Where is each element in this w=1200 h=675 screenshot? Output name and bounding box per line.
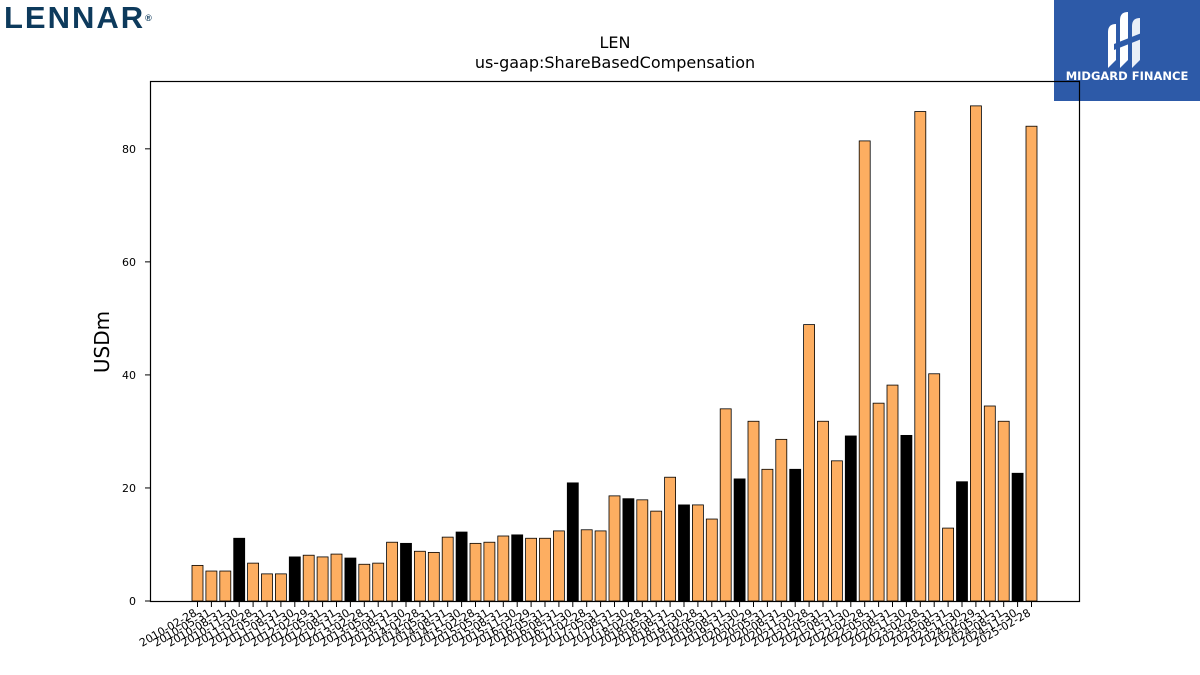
plot-frame <box>149 80 1081 603</box>
bar-2016-02-29 <box>525 537 537 602</box>
y-tick-label: 60 <box>122 256 136 269</box>
bar-2022-11-30 <box>900 434 913 602</box>
lennar-logo: LENNAR® <box>4 2 152 34</box>
bar-2017-11-30 <box>622 498 635 602</box>
bar-2018-02-28 <box>636 499 649 602</box>
y-tick-label: 0 <box>129 595 136 608</box>
y-tick-label: 80 <box>122 143 136 156</box>
bar-2012-02-29 <box>302 554 315 602</box>
bar-2018-08-31 <box>664 476 676 602</box>
bar-2014-02-28 <box>413 550 426 602</box>
bar-2023-11-30 <box>956 481 968 602</box>
bar-2013-05-31 <box>372 562 385 602</box>
bar-2024-11-30 <box>1011 472 1024 602</box>
bar-2016-05-31 <box>539 537 551 602</box>
bar-2015-02-28 <box>469 542 482 602</box>
bar-2019-11-30 <box>733 478 746 602</box>
bar-2012-05-31 <box>316 556 329 602</box>
bar-2013-08-31 <box>386 541 399 602</box>
bar-2010-05-31 <box>205 570 218 602</box>
y-axis-label: USDm <box>90 311 114 373</box>
bar-2019-02-28 <box>692 504 704 602</box>
bar-2010-11-30 <box>233 537 246 602</box>
y-tick-label: 20 <box>122 482 136 495</box>
bar-2025-02-28 <box>1025 125 1038 602</box>
bar-2016-08-31 <box>553 530 565 602</box>
bar-2021-02-28 <box>803 324 815 602</box>
bar-2015-08-31 <box>497 535 510 602</box>
chart-title: LEN <box>600 33 631 52</box>
bar-2020-05-31 <box>761 468 774 602</box>
bar-2012-11-30 <box>344 557 357 602</box>
y-axis: 0 20 40 60 80 <box>122 143 150 608</box>
registered-mark: ® <box>145 13 152 23</box>
bar-2014-08-31 <box>441 536 454 602</box>
bar-2014-05-31 <box>427 551 440 602</box>
bar-2024-08-31 <box>997 420 1010 602</box>
bar-2011-11-30 <box>288 556 301 602</box>
bar-2020-02-29 <box>747 420 760 602</box>
midgard-finance-logo: MIDGARD FINANCE <box>1054 0 1200 101</box>
x-axis: 2010-02-282010-05-312010-08-312010-11-30… <box>137 601 1033 650</box>
bar-2024-02-29 <box>970 105 982 602</box>
bar-2021-08-31 <box>831 460 843 602</box>
bar-2011-08-31 <box>274 573 287 602</box>
bar-2019-05-31 <box>705 518 718 602</box>
bar-2016-11-30 <box>566 482 579 602</box>
midgard-m-icon <box>1108 12 1144 68</box>
bar-2015-11-30 <box>511 534 524 602</box>
bar-2010-02-28 <box>191 564 204 602</box>
chart-subtitle: us-gaap:ShareBasedCompensation <box>475 53 755 72</box>
bar-2019-08-31 <box>719 408 732 602</box>
bar-2017-02-28 <box>580 529 593 602</box>
bar-2014-11-30 <box>455 531 468 602</box>
bar-2011-05-31 <box>261 573 273 602</box>
bar-2017-08-31 <box>608 495 621 602</box>
bar-2010-08-31 <box>219 570 232 602</box>
bar-2021-11-30 <box>844 435 857 602</box>
bar-2023-08-31 <box>942 527 954 602</box>
bar-2013-11-30 <box>400 542 412 602</box>
bar-2022-02-28 <box>858 140 871 602</box>
y-tick-label: 40 <box>122 369 136 382</box>
bar-2013-02-28 <box>358 563 371 602</box>
bar-2012-08-31 <box>330 553 343 602</box>
bar-2024-05-31 <box>983 405 996 602</box>
bar-2011-02-28 <box>247 562 260 602</box>
bar-2017-05-31 <box>594 530 607 602</box>
bar-series <box>191 105 1038 602</box>
bar-2023-05-31 <box>928 373 941 602</box>
midgard-finance-name: MIDGARD FINANCE <box>1065 69 1189 83</box>
bar-2020-08-31 <box>775 438 788 602</box>
bar-2018-11-30 <box>678 504 690 602</box>
bar-2022-08-31 <box>886 384 899 602</box>
bar-2018-05-31 <box>650 510 663 602</box>
bar-2022-05-31 <box>872 402 885 602</box>
bar-2021-05-31 <box>817 420 829 602</box>
bar-2015-05-31 <box>483 541 496 602</box>
lennar-logo-text: LENNAR <box>4 0 146 35</box>
bar-2023-02-28 <box>914 111 927 602</box>
bar-2020-11-30 <box>789 468 802 602</box>
